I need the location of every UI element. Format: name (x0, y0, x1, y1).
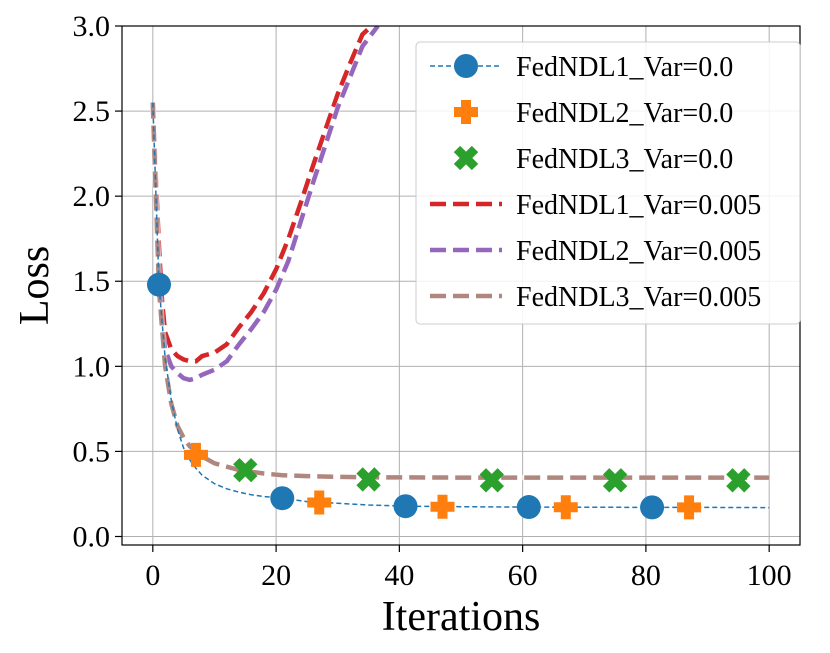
series-2-marker (307, 490, 332, 515)
series-3-marker (602, 468, 628, 493)
x-tick-label: 60 (508, 559, 538, 592)
x-tick-label: 80 (631, 559, 661, 592)
legend-label: FedNDL3_Var=0.005 (516, 282, 761, 313)
legend-marker (453, 145, 479, 171)
series-3-marker (233, 457, 258, 483)
series-1-marker (146, 272, 171, 297)
y-tick-label: 3.0 (73, 10, 111, 43)
series-3-marker (479, 468, 505, 493)
legend-entry: FedNDL2_Var=0.0 (454, 98, 733, 129)
x-marker-stroke (453, 145, 479, 171)
x-marker-stroke (726, 468, 751, 493)
y-axis-label: Loss (12, 246, 58, 325)
x-marker-stroke (602, 468, 628, 493)
legend-entry: FedNDL3_Var=0.0 (453, 144, 733, 175)
series-5-line (150, 26, 380, 383)
x-tick-label: 100 (747, 559, 792, 592)
series-2-marker (553, 495, 578, 520)
legend-label: FedNDL1_Var=0.0 (516, 52, 733, 83)
series-markers (146, 272, 751, 520)
series-3-marker (356, 467, 381, 492)
series-3-marker (726, 468, 751, 493)
series-1-marker (640, 495, 665, 520)
legend-label: FedNDL1_Var=0.005 (516, 190, 761, 221)
legend-marker (454, 54, 478, 78)
axis-ticks: 0 20 40 60 80 100 0.0 0.5 1.0 1.5 2.0 2.5 3.0 (73, 10, 792, 592)
x-marker-stroke (356, 467, 381, 492)
series-2-marker (430, 494, 455, 519)
x-marker-stroke (479, 468, 505, 493)
y-tick-label: 2.0 (73, 180, 111, 213)
legend-label: FedNDL2_Var=0.005 (516, 236, 761, 267)
y-tick-label: 1.0 (73, 350, 111, 383)
x-tick-label: 20 (261, 559, 291, 592)
legend-marker (454, 100, 478, 124)
x-axis-label: Iterations (382, 594, 541, 640)
x-marker-stroke (233, 457, 258, 483)
legend-box (415, 41, 801, 325)
series-1-marker (270, 486, 295, 511)
series-1-marker (393, 494, 418, 519)
legend-entry: FedNDL1_Var=0.0 (430, 52, 733, 83)
series-2-marker (183, 442, 208, 467)
series-2-marker (677, 495, 702, 520)
y-tick-label: 0.0 (73, 520, 111, 553)
legend-entry: FedNDL1_Var=0.005 (430, 190, 761, 221)
series-group (146, 26, 770, 520)
series-1-marker (516, 495, 541, 520)
x-tick-label: 40 (384, 559, 414, 592)
x-tick-label: 0 (145, 559, 160, 592)
y-tick-label: 2.5 (73, 95, 111, 128)
legend: FedNDL1_Var=0.0 FedNDL2_Var=0.0 FedNDL3_Va… (415, 41, 801, 325)
legend-entry: FedNDL2_Var=0.005 (430, 236, 761, 267)
y-tick-label: 1.5 (73, 265, 111, 298)
legend-entry: FedNDL3_Var=0.005 (430, 282, 761, 313)
y-tick-label: 0.5 (73, 435, 111, 468)
legend-label: FedNDL2_Var=0.0 (516, 98, 733, 129)
legend-label: FedNDL3_Var=0.0 (516, 144, 733, 175)
